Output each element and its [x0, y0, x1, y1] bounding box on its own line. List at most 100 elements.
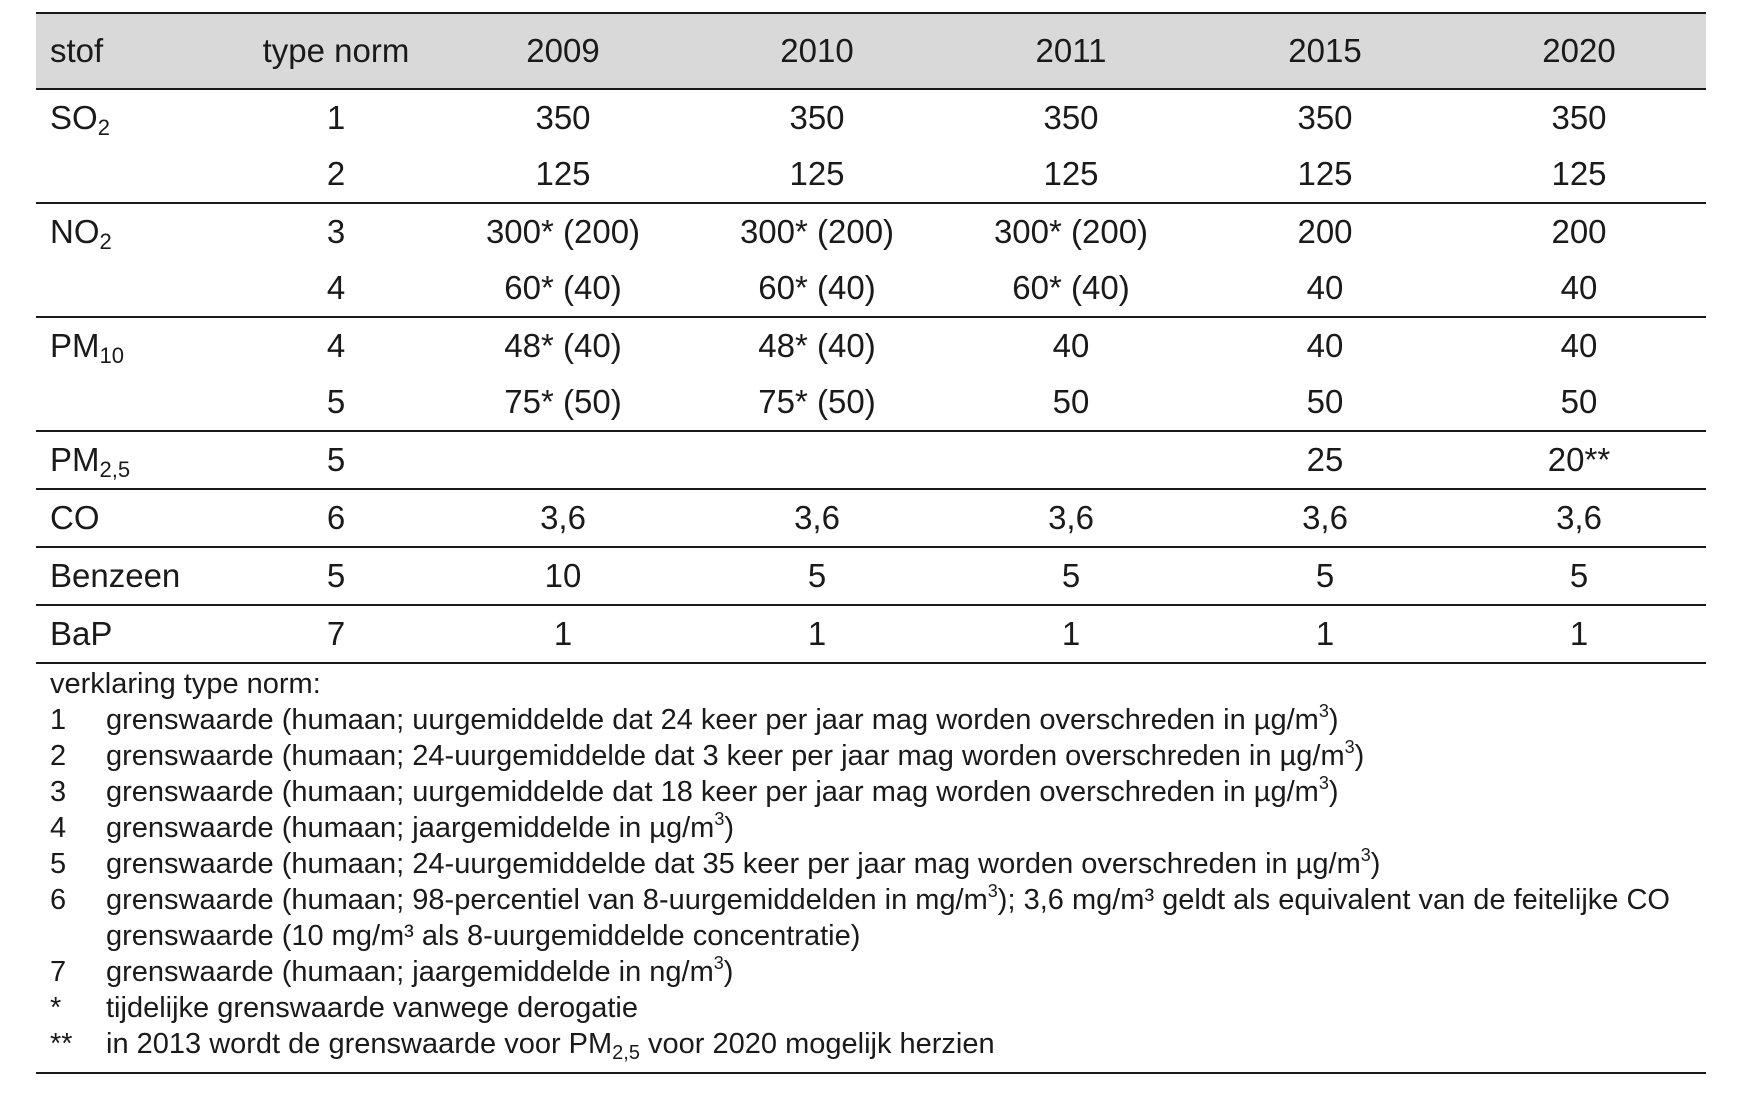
legend-item: * tijdelijke grenswaarde vanwege derogati… — [50, 990, 1706, 1026]
cell-type-norm: 2 — [236, 146, 436, 204]
cell-value-2020: 20** — [1452, 431, 1706, 490]
header-stof: stof — [36, 12, 236, 90]
cell-value-2011: 1 — [944, 605, 1198, 664]
cell-value-2011: 5 — [944, 547, 1198, 606]
legend-superscript: 3 — [1344, 737, 1355, 757]
legend-text-after: ) — [724, 812, 735, 844]
legend-superscript: 3 — [714, 809, 725, 829]
table-row: 4 60* (40) 60* (40) 60* (40) 40 40 — [36, 260, 1706, 318]
stof-name: NO — [50, 213, 100, 250]
cell-value-2010: 1 — [690, 605, 944, 664]
legend-key: 2 — [50, 740, 67, 772]
legend-text-after: ) — [1370, 848, 1381, 880]
cell-value-2010: 125 — [690, 146, 944, 204]
cell-value-2020: 200 — [1551, 213, 1607, 250]
legend-key: 7 — [50, 956, 67, 988]
header-2009: 2009 — [436, 12, 690, 90]
cell-value-2010: 48* (40) — [758, 327, 876, 364]
norms-table: stof type norm 2009 2010 2011 2015 2020 … — [36, 12, 1706, 664]
cell-stof: CO — [36, 489, 236, 548]
stof-name: CO — [50, 499, 100, 536]
legend-text-main: grenswaarde (humaan; 24-uurgemiddelde da… — [106, 848, 1361, 880]
table-row: PM2,5 5 25 20** — [36, 431, 1706, 490]
stof-name: PM — [50, 327, 100, 364]
table-row: 2 125 125 125 125 125 — [36, 146, 1706, 204]
cell-value-2015: 40 — [1198, 260, 1452, 318]
legend-text-main: grenswaarde (humaan; jaargemiddelde in µ… — [106, 812, 715, 844]
cell-value-2010: 3,6 — [690, 489, 944, 548]
legend-text-main: grenswaarde (humaan; uurgemiddelde dat 2… — [106, 704, 1319, 736]
stof-subscript: 2,5 — [99, 457, 131, 482]
cell-value-2020: 40 — [1452, 260, 1706, 318]
cell-value-2015: 5 — [1198, 547, 1452, 606]
legend-item: ** in 2013 wordt de grenswaarde voor PM2,… — [50, 1026, 1706, 1064]
cell-value-2009: 75* (50) — [436, 374, 690, 432]
cell-stof — [36, 146, 236, 204]
legend-text: tijdelijke grenswaarde vanwege derogatie — [106, 990, 1706, 1026]
cell-value-2010: 5 — [690, 547, 944, 606]
cell-type-norm: 7 — [236, 605, 436, 664]
legend-key: 3 — [50, 776, 67, 808]
table-row: PM10 4 48* (40) 48* (40) 40 40 40 — [36, 317, 1706, 374]
cell-value-2009: 10 — [436, 547, 690, 606]
stof-name: BaP — [50, 615, 113, 652]
legend-superscript: 3 — [1360, 845, 1371, 865]
stof-name: SO — [50, 99, 98, 136]
legend-subscript: 2,5 — [612, 1042, 640, 1064]
table-row: Benzeen 5 10 5 5 5 5 — [36, 547, 1706, 606]
legend-superscript: 3 — [1318, 773, 1329, 793]
cell-stof: BaP — [36, 605, 236, 664]
stof-name: Benzeen — [50, 557, 181, 594]
cell-stof: Benzeen — [36, 547, 236, 606]
legend-item: 4 grenswaarde (humaan; jaargemiddelde in … — [50, 810, 1706, 846]
cell-value-2020: 3,6 — [1452, 489, 1706, 548]
legend-text-main: tijdelijke grenswaarde vanwege derogatie — [106, 992, 638, 1024]
legend: verklaring type norm: 1 grenswaarde (huma… — [36, 664, 1706, 1074]
legend-key: ** — [50, 1028, 73, 1060]
cell-value-2009 — [436, 431, 690, 490]
legend-key: 4 — [50, 812, 67, 844]
cell-value-2020: 5 — [1452, 547, 1706, 606]
cell-value-2015: 25 — [1198, 431, 1452, 490]
cell-value-2015: 40 — [1306, 327, 1344, 364]
legend-item: 2 grenswaarde (humaan; 24-uurgemiddelde d… — [50, 738, 1706, 774]
legend-text: grenswaarde (humaan; jaargemiddelde in n… — [106, 954, 1706, 990]
legend-text-main: grenswaarde (humaan; 24-uurgemiddelde da… — [106, 740, 1345, 772]
legend-superscript: 3 — [713, 953, 724, 973]
legend-text-after: ); 3,6 mg/m³ geldt als equivalent van de… — [106, 884, 1670, 952]
cell-stof: PM10 — [36, 317, 236, 374]
cell-value-2011: 125 — [944, 146, 1198, 204]
legend-key: * — [50, 992, 62, 1024]
cell-value-2020: 350 — [1551, 99, 1607, 136]
table-row: BaP 7 1 1 1 1 1 — [36, 605, 1706, 664]
cell-value-2011: 3,6 — [944, 489, 1198, 548]
legend-title: verklaring type norm: — [50, 668, 321, 700]
legend-text: grenswaarde (humaan; uurgemiddelde dat 1… — [106, 774, 1706, 810]
legend-text-main: grenswaarde (humaan; 98-percentiel van 8… — [106, 884, 988, 916]
legend-text-after: ) — [1354, 740, 1365, 772]
cell-stof — [36, 374, 236, 432]
legend-superscript: 3 — [1318, 701, 1329, 721]
table-row: CO 6 3,6 3,6 3,6 3,6 3,6 — [36, 489, 1706, 548]
cell-value-2010 — [690, 431, 944, 490]
header-2011: 2011 — [944, 12, 1198, 90]
legend-key: 5 — [50, 848, 67, 880]
cell-value-2010: 300* (200) — [739, 213, 895, 250]
cell-value-2009: 350 — [535, 99, 591, 136]
cell-value-2020: 50 — [1452, 374, 1706, 432]
cell-type-norm: 6 — [236, 489, 436, 548]
cell-value-2009: 60* (40) — [436, 260, 690, 318]
cell-value-2010: 60* (40) — [690, 260, 944, 318]
cell-type-norm: 5 — [236, 374, 436, 432]
cell-value-2011: 350 — [1043, 99, 1099, 136]
cell-value-2009: 125 — [436, 146, 690, 204]
header-2015: 2015 — [1198, 12, 1452, 90]
legend-text-main: grenswaarde (humaan; uurgemiddelde dat 1… — [106, 776, 1319, 808]
legend-key: 1 — [50, 704, 67, 736]
legend-item: 6 grenswaarde (humaan; 98-percentiel van … — [50, 882, 1706, 954]
cell-value-2015: 50 — [1198, 374, 1452, 432]
norms-table-container: stof type norm 2009 2010 2011 2015 2020 … — [36, 12, 1706, 1074]
cell-value-2015: 1 — [1198, 605, 1452, 664]
header-2010: 2010 — [690, 12, 944, 90]
cell-value-2009: 3,6 — [436, 489, 690, 548]
